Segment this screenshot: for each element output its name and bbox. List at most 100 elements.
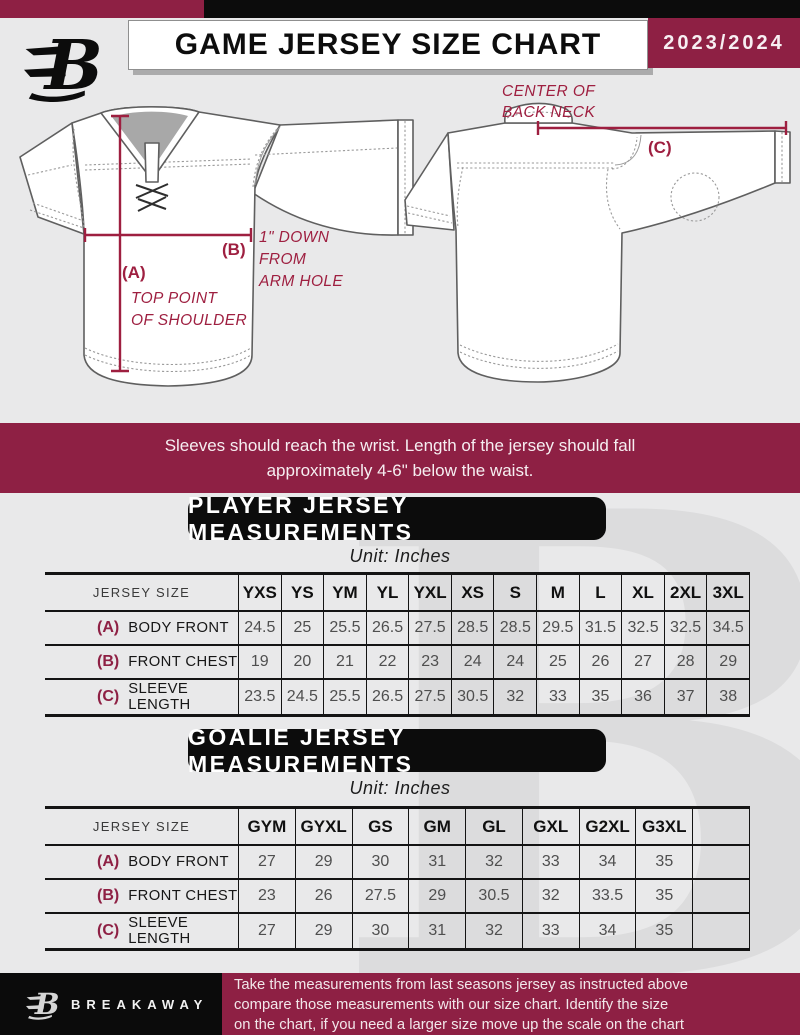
- size-column-header: XL: [621, 575, 664, 612]
- size-column-header: YXL: [408, 575, 451, 612]
- measurement-cell: 35: [635, 846, 693, 880]
- measurement-cell: 31: [408, 914, 465, 948]
- player-unit-label: Unit: Inches: [349, 546, 451, 566]
- measurement-cell: 35: [578, 680, 622, 714]
- measurement-cell: 23: [408, 646, 451, 680]
- measurement-cell: 24: [450, 646, 494, 680]
- measurement-cell: 28: [663, 646, 707, 680]
- measurement-cell: 30.5: [450, 680, 494, 714]
- top-strip-maroon: [0, 0, 204, 18]
- breakaway-b-logo-footer: B: [26, 987, 60, 1021]
- measurement-cell: 29: [294, 846, 352, 880]
- brand-name: BREAKAWAY: [71, 996, 209, 1012]
- measurement-cell: 33.5: [578, 880, 636, 914]
- size-column-header: YM: [323, 575, 366, 612]
- player-section-title: PLAYER JERSEY MEASUREMENTS: [188, 492, 606, 545]
- measurement-cell: 25.5: [323, 612, 366, 646]
- measurement-cell: 27: [238, 846, 295, 880]
- measurement-cell: 27: [238, 914, 295, 948]
- row-label: (A) BODY FRONT: [45, 846, 238, 880]
- measurement-cell: 32.5: [621, 612, 664, 646]
- measurement-cell: 26.5: [365, 680, 409, 714]
- measurement-cell: 29: [294, 914, 352, 948]
- measurement-cell: 27: [621, 646, 664, 680]
- size-column-header: L: [578, 575, 622, 612]
- measurement-cell: 24: [493, 646, 537, 680]
- measurement-cell: 34: [578, 846, 636, 880]
- svg-text:B: B: [43, 25, 103, 106]
- size-column-header: GS: [351, 809, 409, 846]
- jersey-measurement-diagram: (B) 1" DOWN FROM ARM HOLE (A) TOP POINT …: [19, 85, 791, 387]
- jersey-size-corner-header: JERSEY SIZE: [45, 575, 238, 612]
- row-tag: (B): [97, 653, 120, 670]
- season-badge: 2023/2024: [648, 18, 800, 68]
- footer-instructions: Take the measurements from last seasons …: [222, 973, 800, 1035]
- size-column-header: GM: [408, 809, 466, 846]
- back-jersey-drawing: [404, 102, 791, 383]
- measurement-cell: 25.5: [323, 680, 366, 714]
- measurement-cell: 32: [493, 680, 536, 714]
- footer-instructions-line-2: compare those measurements with our size…: [234, 997, 669, 1013]
- measurement-cell: 26.5: [365, 612, 409, 646]
- size-column-header: M: [536, 575, 579, 612]
- measurement-cell: 31: [408, 846, 466, 880]
- front-b-tag: (B): [222, 240, 246, 259]
- measurement-cell: 33: [536, 680, 579, 714]
- size-column-header: G2XL: [578, 809, 636, 846]
- size-column-header: S: [493, 575, 537, 612]
- row-label: (A) BODY FRONT: [45, 612, 238, 646]
- breakaway-b-logo: B: [24, 25, 103, 106]
- front-b-label-1: 1" DOWN: [259, 229, 330, 246]
- size-column-header: GYXL: [294, 809, 352, 846]
- row-tag: (C): [97, 688, 120, 705]
- goalie-unit-label: Unit: Inches: [349, 778, 451, 798]
- measurement-cell: [692, 846, 749, 880]
- measurement-cell: 29: [706, 646, 749, 680]
- measurement-cell: 25: [536, 646, 579, 680]
- fit-notice-banner: Sleeves should reach the wrist. Length o…: [0, 423, 800, 493]
- measurement-cell: 25: [280, 612, 324, 646]
- footer-instructions-line-3: on the chart, if you need a larger size …: [234, 1017, 684, 1033]
- measurement-cell: 32: [465, 846, 522, 880]
- row-tag: (B): [97, 887, 120, 904]
- measurement-cell: 22: [365, 646, 409, 680]
- front-jersey-drawing: [19, 106, 414, 387]
- goalie-measurements-table: JERSEY SIZE GYM GYXL GS GM GL GXL G2XL G3XL (A) BO…: [45, 806, 750, 951]
- measurement-cell: 37: [663, 680, 707, 714]
- measurement-cell: 19: [238, 646, 281, 680]
- measurement-cell: 34: [578, 914, 636, 948]
- svg-text:B: B: [34, 987, 60, 1021]
- fit-notice-line-1: Sleeves should reach the wrist. Length o…: [164, 436, 636, 455]
- size-column-header: YL: [365, 575, 409, 612]
- measurement-cell: 26: [294, 880, 352, 914]
- measurement-cell: 36: [621, 680, 664, 714]
- row-label: (B) FRONT CHEST: [45, 646, 238, 680]
- row-label: (B) FRONT CHEST: [45, 880, 238, 914]
- back-c-tag: (C): [648, 138, 672, 157]
- size-column-header: YS: [280, 575, 324, 612]
- measurement-cell: 28.5: [493, 612, 537, 646]
- measurement-cell: 23.5: [238, 680, 281, 714]
- front-b-label-3: ARM HOLE: [258, 273, 343, 290]
- row-label-text: BODY FRONT: [128, 620, 229, 636]
- measurement-cell: 35: [635, 880, 693, 914]
- size-column-header: GL: [465, 809, 522, 846]
- measurement-cell: 27.5: [351, 880, 409, 914]
- measurement-cell: 24.5: [280, 680, 324, 714]
- jersey-size-corner-header: JERSEY SIZE: [45, 809, 238, 846]
- page-title: GAME JERSEY SIZE CHART: [128, 20, 648, 70]
- back-c-label-2: BACK NECK: [502, 104, 595, 121]
- size-column-header: G3XL: [635, 809, 693, 846]
- size-column-header: XS: [450, 575, 494, 612]
- row-tag: (C): [97, 922, 120, 939]
- size-column-header: GXL: [521, 809, 579, 846]
- size-column-header: 2XL: [663, 575, 707, 612]
- measurement-cell: 26: [578, 646, 622, 680]
- measurement-cell: 32.5: [663, 612, 707, 646]
- front-a-tag: (A): [122, 263, 146, 282]
- footer-instructions-line-1: Take the measurements from last seasons …: [234, 977, 688, 993]
- size-column-header: GYM: [238, 809, 295, 846]
- measurement-cell: 27.5: [408, 680, 451, 714]
- measurement-cell: 32: [465, 914, 522, 948]
